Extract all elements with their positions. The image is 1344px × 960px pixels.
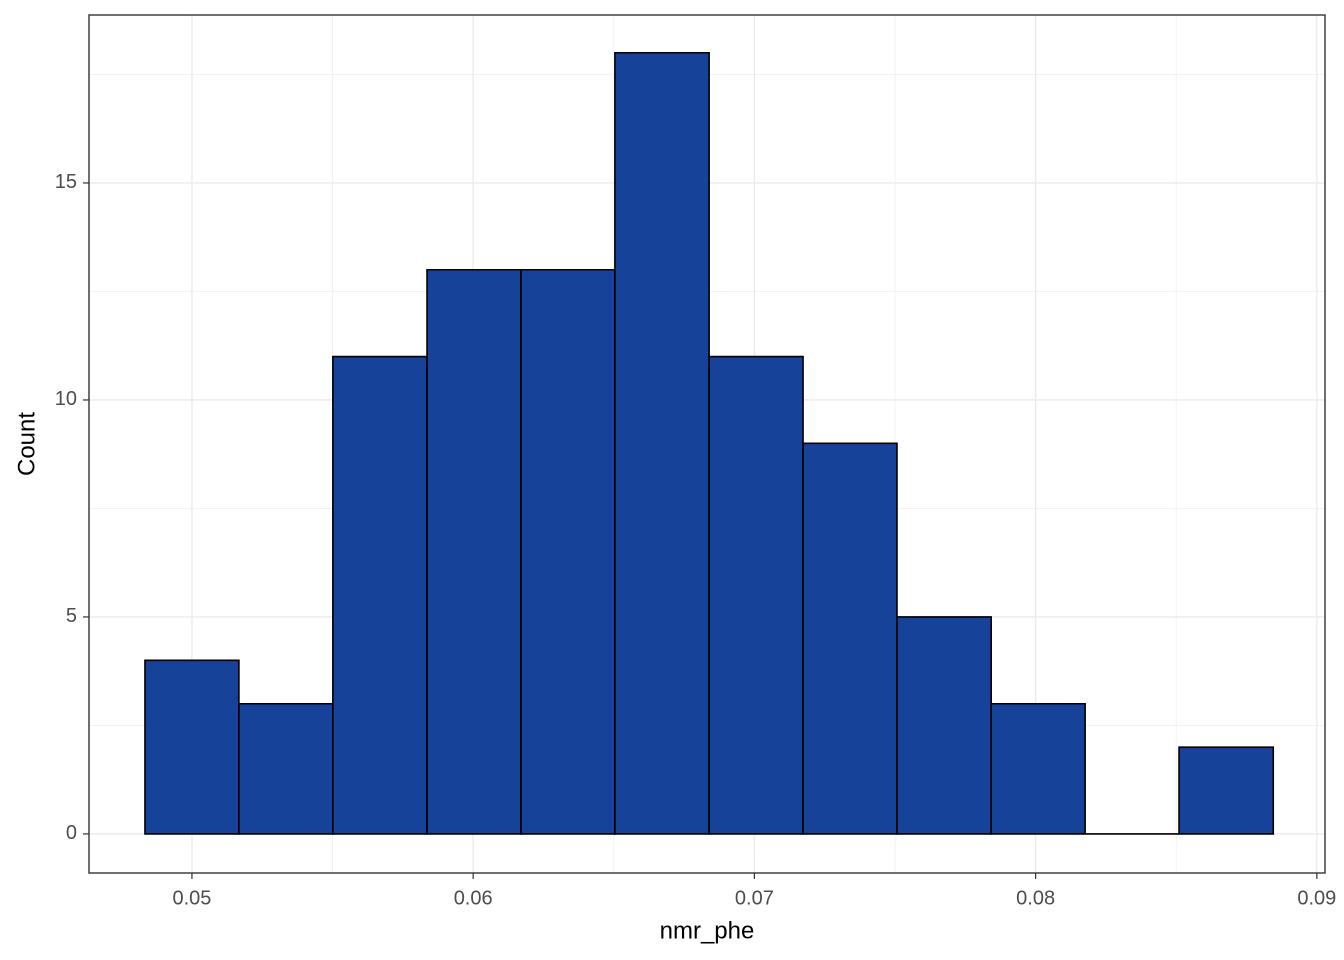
y-tick-label: 0: [66, 822, 77, 844]
x-axis-title: nmr_phe: [660, 917, 755, 944]
y-axis-title: Count: [13, 412, 40, 476]
y-tick-label: 5: [66, 605, 77, 627]
bar: [144, 659, 240, 835]
x-tick-label: 0.08: [1016, 887, 1055, 909]
bar: [1178, 746, 1275, 835]
x-tick-label: 0.09: [1297, 887, 1336, 909]
bar: [238, 702, 334, 835]
bar: [520, 268, 616, 835]
bar: [332, 355, 428, 835]
bar: [708, 355, 804, 835]
x-tick-label: 0.07: [735, 887, 774, 909]
bar: [614, 51, 710, 835]
bar: [426, 268, 522, 835]
bar: [990, 702, 1086, 835]
x-tick-label: 0.06: [454, 887, 493, 909]
bar: [802, 442, 898, 835]
y-tick-label: 10: [55, 388, 77, 410]
y-tick-label: 15: [55, 171, 77, 193]
panel-border: [88, 14, 1326, 874]
x-tick-label: 0.05: [172, 887, 211, 909]
bar: [896, 616, 992, 835]
